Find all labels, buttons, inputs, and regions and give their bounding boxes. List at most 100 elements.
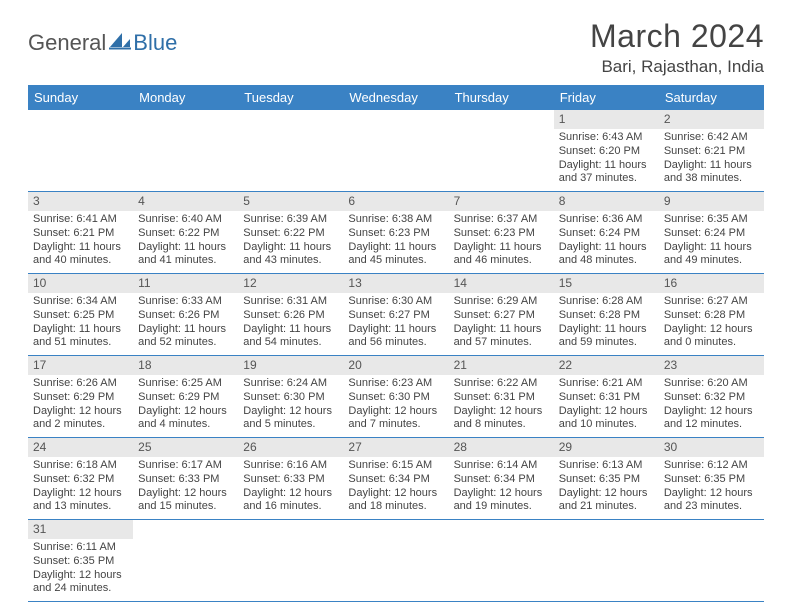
sunset-text: Sunset: 6:20 PM — [559, 145, 654, 159]
day-number: 1 — [554, 110, 659, 129]
week-row: 10Sunrise: 6:34 AMSunset: 6:25 PMDayligh… — [28, 274, 764, 356]
day-number: 20 — [343, 356, 448, 375]
sunset-text: Sunset: 6:31 PM — [559, 391, 654, 405]
day-cell: 20Sunrise: 6:23 AMSunset: 6:30 PMDayligh… — [343, 356, 448, 437]
sunset-text: Sunset: 6:33 PM — [138, 473, 233, 487]
sunset-text: Sunset: 6:24 PM — [664, 227, 759, 241]
daylight-text: Daylight: 12 hours and 7 minutes. — [348, 405, 443, 433]
day-cell: 4Sunrise: 6:40 AMSunset: 6:22 PMDaylight… — [133, 192, 238, 273]
day-number: 4 — [133, 192, 238, 211]
daylight-text: Daylight: 12 hours and 15 minutes. — [138, 487, 233, 515]
day-cell: 18Sunrise: 6:25 AMSunset: 6:29 PMDayligh… — [133, 356, 238, 437]
sunrise-text: Sunrise: 6:30 AM — [348, 295, 443, 309]
empty-cell — [659, 520, 764, 601]
day-cell: 31Sunrise: 6:11 AMSunset: 6:35 PMDayligh… — [28, 520, 133, 601]
day-number: 29 — [554, 438, 659, 457]
day-cell: 2Sunrise: 6:42 AMSunset: 6:21 PMDaylight… — [659, 110, 764, 191]
day-cell: 17Sunrise: 6:26 AMSunset: 6:29 PMDayligh… — [28, 356, 133, 437]
day-cell: 24Sunrise: 6:18 AMSunset: 6:32 PMDayligh… — [28, 438, 133, 519]
day-number: 15 — [554, 274, 659, 293]
empty-cell — [133, 520, 238, 601]
sunrise-text: Sunrise: 6:37 AM — [454, 213, 549, 227]
daylight-text: Daylight: 12 hours and 18 minutes. — [348, 487, 443, 515]
daylight-text: Daylight: 12 hours and 21 minutes. — [559, 487, 654, 515]
logo-text-2: Blue — [133, 30, 177, 56]
sunrise-text: Sunrise: 6:29 AM — [454, 295, 549, 309]
day-cell: 27Sunrise: 6:15 AMSunset: 6:34 PMDayligh… — [343, 438, 448, 519]
day-cell: 7Sunrise: 6:37 AMSunset: 6:23 PMDaylight… — [449, 192, 554, 273]
daylight-text: Daylight: 12 hours and 23 minutes. — [664, 487, 759, 515]
sunset-text: Sunset: 6:27 PM — [348, 309, 443, 323]
weekday-header-cell: Sunday — [28, 85, 133, 110]
daylight-text: Daylight: 12 hours and 0 minutes. — [664, 323, 759, 351]
sail-icon — [109, 30, 131, 56]
day-number: 13 — [343, 274, 448, 293]
sunset-text: Sunset: 6:31 PM — [454, 391, 549, 405]
daylight-text: Daylight: 11 hours and 38 minutes. — [664, 159, 759, 187]
weekday-header-cell: Saturday — [659, 85, 764, 110]
sunrise-text: Sunrise: 6:12 AM — [664, 459, 759, 473]
day-number: 3 — [28, 192, 133, 211]
empty-cell — [554, 520, 659, 601]
day-cell: 15Sunrise: 6:28 AMSunset: 6:28 PMDayligh… — [554, 274, 659, 355]
daylight-text: Daylight: 11 hours and 57 minutes. — [454, 323, 549, 351]
sunrise-text: Sunrise: 6:40 AM — [138, 213, 233, 227]
calendar: SundayMondayTuesdayWednesdayThursdayFrid… — [28, 85, 764, 602]
day-number: 7 — [449, 192, 554, 211]
empty-cell — [343, 520, 448, 601]
sunrise-text: Sunrise: 6:20 AM — [664, 377, 759, 391]
week-row: 3Sunrise: 6:41 AMSunset: 6:21 PMDaylight… — [28, 192, 764, 274]
sunset-text: Sunset: 6:35 PM — [33, 555, 128, 569]
sunset-text: Sunset: 6:32 PM — [33, 473, 128, 487]
sunset-text: Sunset: 6:34 PM — [348, 473, 443, 487]
daylight-text: Daylight: 12 hours and 8 minutes. — [454, 405, 549, 433]
sunset-text: Sunset: 6:28 PM — [664, 309, 759, 323]
sunset-text: Sunset: 6:23 PM — [348, 227, 443, 241]
day-number: 6 — [343, 192, 448, 211]
sunrise-text: Sunrise: 6:35 AM — [664, 213, 759, 227]
day-cell: 3Sunrise: 6:41 AMSunset: 6:21 PMDaylight… — [28, 192, 133, 273]
weekday-header-cell: Wednesday — [343, 85, 448, 110]
empty-cell — [133, 110, 238, 191]
sunrise-text: Sunrise: 6:24 AM — [243, 377, 338, 391]
sunset-text: Sunset: 6:28 PM — [559, 309, 654, 323]
sunset-text: Sunset: 6:30 PM — [243, 391, 338, 405]
day-number: 31 — [28, 520, 133, 539]
day-number: 25 — [133, 438, 238, 457]
title-block: March 2024 Bari, Rajasthan, India — [590, 18, 764, 77]
sunrise-text: Sunrise: 6:13 AM — [559, 459, 654, 473]
empty-cell — [28, 110, 133, 191]
daylight-text: Daylight: 11 hours and 46 minutes. — [454, 241, 549, 269]
logo-text-1: General — [28, 30, 106, 56]
day-cell: 1Sunrise: 6:43 AMSunset: 6:20 PMDaylight… — [554, 110, 659, 191]
day-number: 14 — [449, 274, 554, 293]
day-cell: 16Sunrise: 6:27 AMSunset: 6:28 PMDayligh… — [659, 274, 764, 355]
empty-cell — [449, 110, 554, 191]
day-cell: 12Sunrise: 6:31 AMSunset: 6:26 PMDayligh… — [238, 274, 343, 355]
sunrise-text: Sunrise: 6:26 AM — [33, 377, 128, 391]
sunset-text: Sunset: 6:29 PM — [33, 391, 128, 405]
daylight-text: Daylight: 12 hours and 16 minutes. — [243, 487, 338, 515]
daylight-text: Daylight: 12 hours and 12 minutes. — [664, 405, 759, 433]
daylight-text: Daylight: 11 hours and 56 minutes. — [348, 323, 443, 351]
day-number: 22 — [554, 356, 659, 375]
daylight-text: Daylight: 11 hours and 52 minutes. — [138, 323, 233, 351]
sunset-text: Sunset: 6:30 PM — [348, 391, 443, 405]
weekday-header-cell: Monday — [133, 85, 238, 110]
empty-cell — [449, 520, 554, 601]
week-row: 1Sunrise: 6:43 AMSunset: 6:20 PMDaylight… — [28, 110, 764, 192]
week-row: 31Sunrise: 6:11 AMSunset: 6:35 PMDayligh… — [28, 520, 764, 602]
day-cell: 30Sunrise: 6:12 AMSunset: 6:35 PMDayligh… — [659, 438, 764, 519]
sunset-text: Sunset: 6:21 PM — [33, 227, 128, 241]
header: General Blue March 2024 Bari, Rajasthan,… — [28, 18, 764, 77]
sunrise-text: Sunrise: 6:14 AM — [454, 459, 549, 473]
sunrise-text: Sunrise: 6:25 AM — [138, 377, 233, 391]
day-cell: 21Sunrise: 6:22 AMSunset: 6:31 PMDayligh… — [449, 356, 554, 437]
sunrise-text: Sunrise: 6:18 AM — [33, 459, 128, 473]
sunrise-text: Sunrise: 6:27 AM — [664, 295, 759, 309]
sunset-text: Sunset: 6:34 PM — [454, 473, 549, 487]
day-number: 18 — [133, 356, 238, 375]
daylight-text: Daylight: 12 hours and 24 minutes. — [33, 569, 128, 597]
sunset-text: Sunset: 6:26 PM — [138, 309, 233, 323]
sunset-text: Sunset: 6:35 PM — [664, 473, 759, 487]
